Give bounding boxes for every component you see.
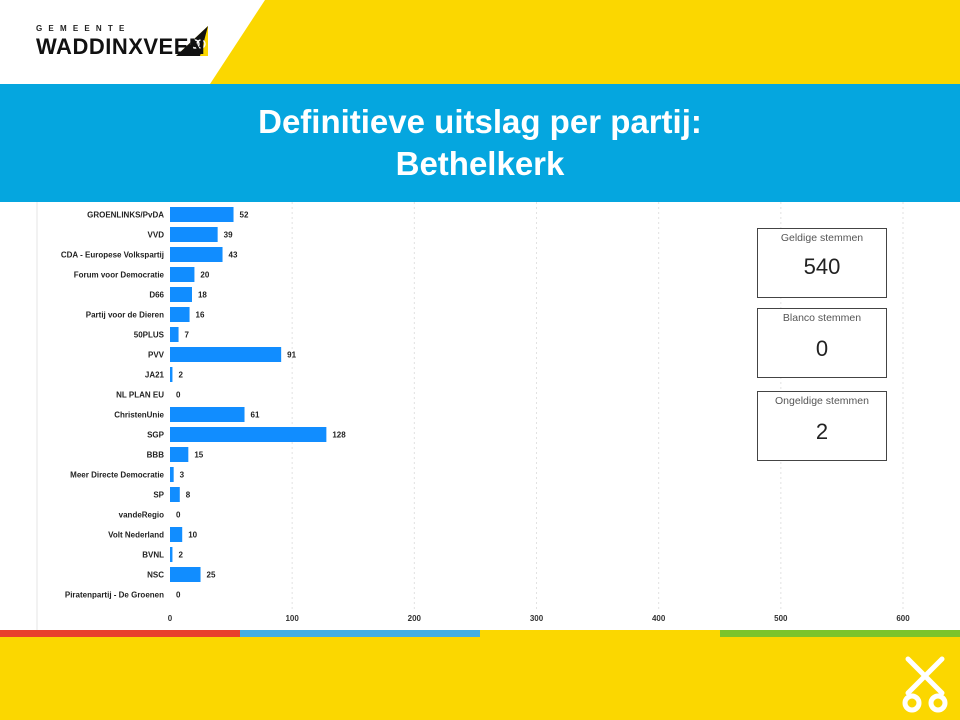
stripe-blue [240,630,480,637]
blank-votes-card: Blanco stemmen 0 [757,308,887,378]
category-label: Meer Directe Democratie [70,471,164,480]
valid-votes-card: Geldige stemmen 540 [757,228,887,298]
data-label: 0 [176,511,181,520]
x-tick-label: 100 [285,614,299,623]
stripe-red [0,630,240,637]
category-label: SP [153,491,164,500]
data-label: 39 [224,231,233,240]
header-band: GEMEENTE WADDINXVEEN [0,0,960,84]
page-subtitle: Bethelkerk [395,145,565,182]
valid-votes-value: 540 [803,254,841,279]
category-label: GROENLINKS/PvDA [87,211,164,220]
category-label: NSC [147,571,164,580]
category-label: ChristenUnie [114,411,164,420]
bar [170,447,189,462]
data-label: 2 [178,551,183,560]
data-label: 16 [196,311,205,320]
category-label: Piratenpartij - De Groenen [65,591,164,600]
logo-key-icon-2 [196,39,206,49]
data-label: 15 [194,451,203,460]
bar [170,227,218,242]
bar [170,307,190,322]
x-tick-label: 0 [168,614,173,623]
category-label: BVNL [142,551,164,560]
category-label: VVD [148,231,165,240]
invalid-votes-value: 2 [815,419,829,444]
municipality-logo: GEMEENTE WADDINXVEEN [36,24,205,60]
category-label: Partij voor de Dieren [86,311,164,320]
stripe-yellow [480,630,720,637]
blank-votes-value: 0 [815,336,829,361]
data-label: 8 [186,491,191,500]
category-label: NL PLAN EU [116,391,164,400]
stripe-green [720,630,960,637]
category-label: Forum voor Democratie [74,271,165,280]
invalid-votes-card: Ongeldige stemmen 2 [757,391,887,461]
logo-key-icon [190,39,200,49]
data-label: 10 [188,531,197,540]
bar [170,367,173,382]
data-label: 61 [251,411,260,420]
footer-band [0,637,960,720]
category-label: PVV [148,351,165,360]
keys-emblem-icon [902,656,948,713]
title-band: Definitieve uitslag per partij: Bethelke… [0,84,960,202]
bar [170,287,192,302]
x-tick-label: 600 [896,614,910,623]
x-tick-label: 300 [530,614,544,623]
category-label: 50PLUS [134,331,165,340]
blank-votes-label: Blanco stemmen [782,312,862,324]
data-label: 20 [200,271,209,280]
data-label: 128 [332,431,346,440]
category-label: vandeRegio [119,511,164,520]
bar [170,347,282,362]
data-label: 25 [207,571,216,580]
data-label: 0 [176,391,181,400]
yellow-wedge [210,0,960,84]
category-label: JA21 [145,371,165,380]
data-label: 91 [287,351,296,360]
bar [170,427,327,442]
bar [170,327,179,342]
logo-name: WADDINXVEEN [36,34,206,59]
data-label: 0 [176,591,181,600]
bar [170,487,180,502]
results-chart-area: 0 100 200 300 400 500 600 GROENLINKS/PvDA 52 VVD 3… [0,202,960,630]
bar [170,267,195,282]
page-title: Definitieve uitslag per partij: [258,103,702,140]
x-tick-label: 500 [774,614,788,623]
data-label: 18 [198,291,207,300]
data-label: 2 [178,371,183,380]
bar [170,207,234,222]
data-label: 3 [180,471,185,480]
valid-votes-label: Geldige stemmen [780,232,864,244]
logo-subtitle: GEMEENTE [36,24,131,33]
data-label: 52 [240,211,249,220]
category-label: D66 [149,291,164,300]
header-background [176,0,960,84]
category-label: BBB [147,451,165,460]
x-tick-label: 400 [652,614,666,623]
bar [170,547,173,562]
data-label: 43 [229,251,238,260]
bar [170,247,223,262]
bar [170,527,183,542]
bar [170,407,245,422]
x-tick-label: 200 [408,614,422,623]
bar [170,567,201,582]
category-label: CDA - Europese Volkspartij [61,251,164,260]
data-label: 7 [185,331,190,340]
invalid-votes-label: Ongeldige stemmen [775,395,869,407]
category-label: Volt Nederland [108,531,164,540]
bar [170,467,174,482]
category-label: SGP [147,431,165,440]
